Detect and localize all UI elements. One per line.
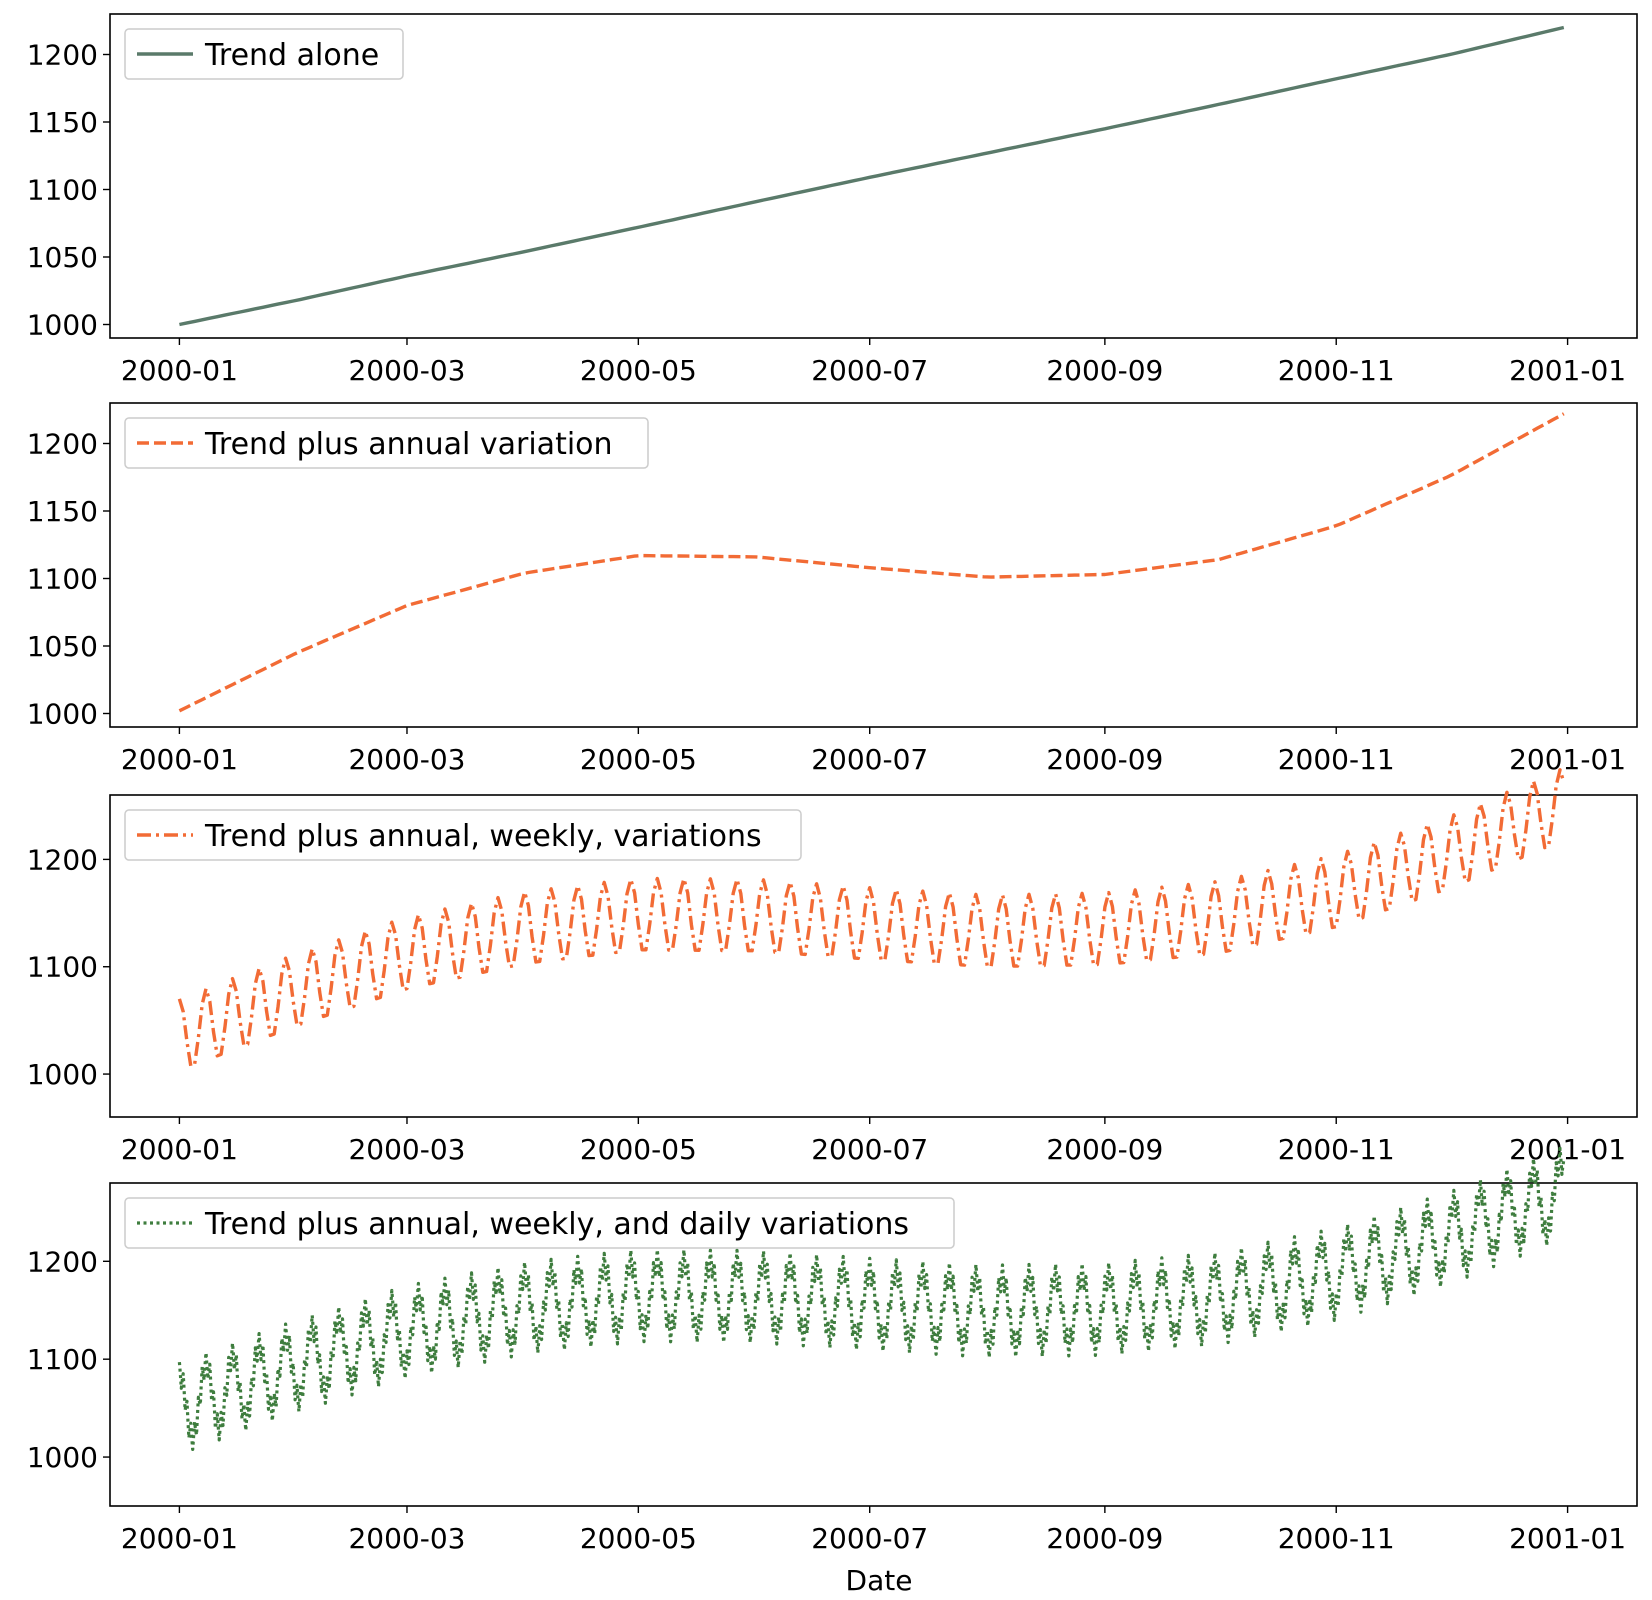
y-tick-label: 1200 [27,843,98,876]
legend-label: Trend alone [204,38,379,73]
y-tick-label: 1000 [27,698,98,731]
axes-frame [109,402,1638,728]
series-line [179,25,1565,327]
series-line [178,412,1565,713]
x-tick-label: 2000-01 [121,1522,238,1555]
axes-frame [109,13,1638,339]
axes-frame [109,794,1638,1118]
x-tick-label: 2000-11 [1278,1522,1395,1555]
series-line [177,1146,1566,1451]
y-tick-label: 1200 [27,428,98,461]
y-tick-label: 1000 [27,1441,98,1474]
y-tick-label: 1200 [27,1245,98,1278]
y-tick-label: 1000 [27,1058,98,1091]
legend-label: Trend plus annual variation [204,427,613,462]
y-tick-label: 1050 [27,630,98,663]
y-tick-label: 1100 [27,563,98,596]
y-tick-label: 1100 [27,951,98,984]
chart-panel-3: 1000 1100 1200 2000-01 2000-03 2000-05 2000-07… [27,768,1638,1166]
x-tick-label: 2001-01 [1509,354,1626,387]
x-tick-label: 2000-11 [1278,743,1395,776]
x-tick-label: 2000-05 [580,1133,697,1166]
x-tick-label: 2000-07 [811,1522,928,1555]
x-tick-label: 2000-05 [580,1522,697,1555]
x-tick-label: 2001-01 [1509,743,1626,776]
series-line [177,768,1566,1068]
y-tick-label: 1100 [27,1343,98,1376]
legend-label: Trend plus annual, weekly, and daily var… [204,1207,909,1242]
x-tick-label: 2000-09 [1046,743,1163,776]
y-tick-label: 1000 [27,309,98,342]
x-tick-label: 2000-09 [1046,1522,1163,1555]
legend-box [124,1197,955,1249]
x-tick-label: 2000-05 [580,743,697,776]
x-tick-label: 2000-11 [1278,354,1395,387]
x-tick-label: 2000-07 [811,1133,928,1166]
x-tick-label: 2001-01 [1509,1133,1626,1166]
x-tick-label: 2000-01 [121,1133,238,1166]
y-tick-label: 1100 [27,174,98,207]
x-tick-label: 2001-01 [1509,1522,1626,1555]
x-tick-label: 2000-07 [811,354,928,387]
x-tick-label: 2000-03 [348,354,465,387]
x-tick-label: 2000-01 [121,743,238,776]
x-tick-label: 2000-01 [121,354,238,387]
axes-frame [109,1182,1638,1507]
y-tick-label: 1200 [27,39,98,72]
legend-label: Trend plus annual, weekly, variations [204,819,762,854]
chart-panel-1: 1000 1050 1100 1150 1200 2000-01 2000-03 2000-0… [27,13,1638,387]
x-tick-label: 2000-03 [348,743,465,776]
x-tick-label: 2000-05 [580,354,697,387]
x-axis-label: Date [846,1564,913,1597]
legend-box [124,417,649,469]
legend-box [124,28,404,80]
x-tick-label: 2000-03 [348,1522,465,1555]
y-tick-label: 1050 [27,241,98,274]
chart-panel-4: 1000 1100 1200 2000-01 2000-03 2000-05 2000-07… [27,1146,1638,1555]
legend-box [124,809,802,861]
chart-panel-2: 1000 1050 1100 1150 1200 2000-01 2000-03 2000-0… [27,402,1638,776]
y-tick-label: 1150 [27,495,98,528]
x-tick-label: 2000-09 [1046,354,1163,387]
y-tick-label: 1150 [27,106,98,139]
x-tick-label: 2000-11 [1278,1133,1395,1166]
x-tick-label: 2000-09 [1046,1133,1163,1166]
x-tick-label: 2000-07 [811,743,928,776]
x-tick-label: 2000-03 [348,1133,465,1166]
